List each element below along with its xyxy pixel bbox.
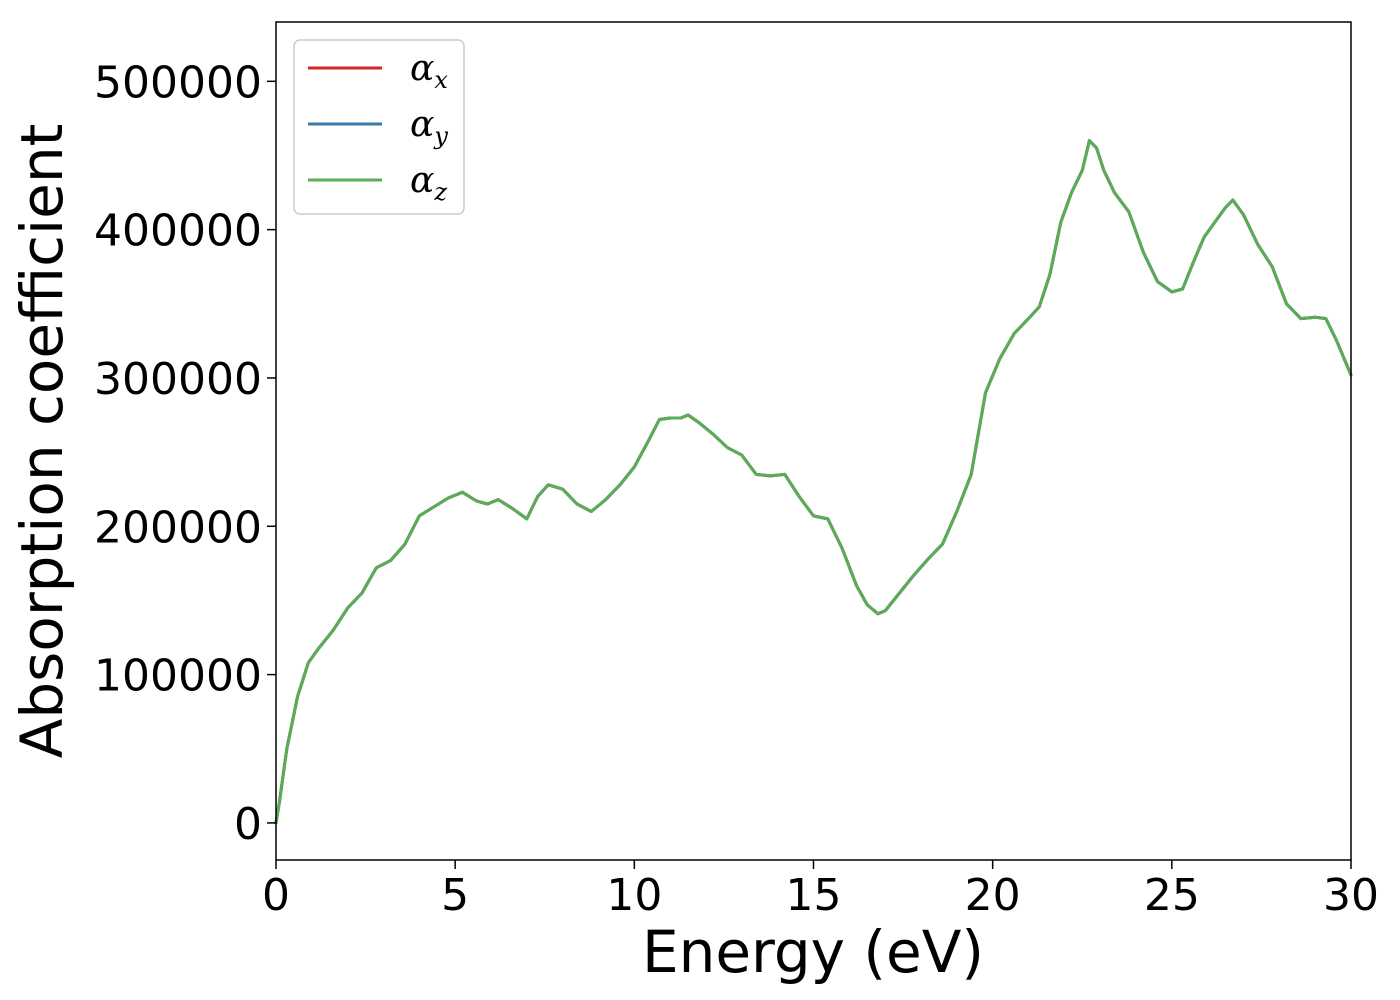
- legend-box: [293, 39, 465, 215]
- x-tick-label: 15: [786, 870, 842, 921]
- x-tick-label: 10: [606, 870, 662, 921]
- y-tick-label: 100000: [94, 651, 262, 702]
- y-axis-ticks: 0 100000 200000 300000 400000 500000: [94, 57, 276, 850]
- y-tick-label: 500000: [94, 57, 262, 108]
- y-axis-label: Absorption coefficient: [8, 124, 76, 759]
- series-line-z: [274, 139, 1353, 825]
- x-tick-label: 20: [965, 870, 1021, 921]
- y-tick-label: 200000: [94, 502, 262, 553]
- x-tick-label: 5: [441, 870, 469, 921]
- legend-label-x: αx: [410, 48, 448, 94]
- y-tick-label: 400000: [94, 206, 262, 257]
- y-tick-label: 300000: [94, 354, 262, 405]
- x-tick-label: 0: [262, 870, 290, 921]
- x-axis-ticks: 0 5 10 15 20 25 30: [262, 860, 1379, 921]
- series-layer: [274, 139, 1353, 825]
- y-tick-label: 0: [234, 799, 262, 850]
- x-axis-label: Energy (eV): [642, 918, 984, 986]
- x-tick-label: 25: [1144, 870, 1200, 921]
- x-tick-label: 30: [1323, 870, 1379, 921]
